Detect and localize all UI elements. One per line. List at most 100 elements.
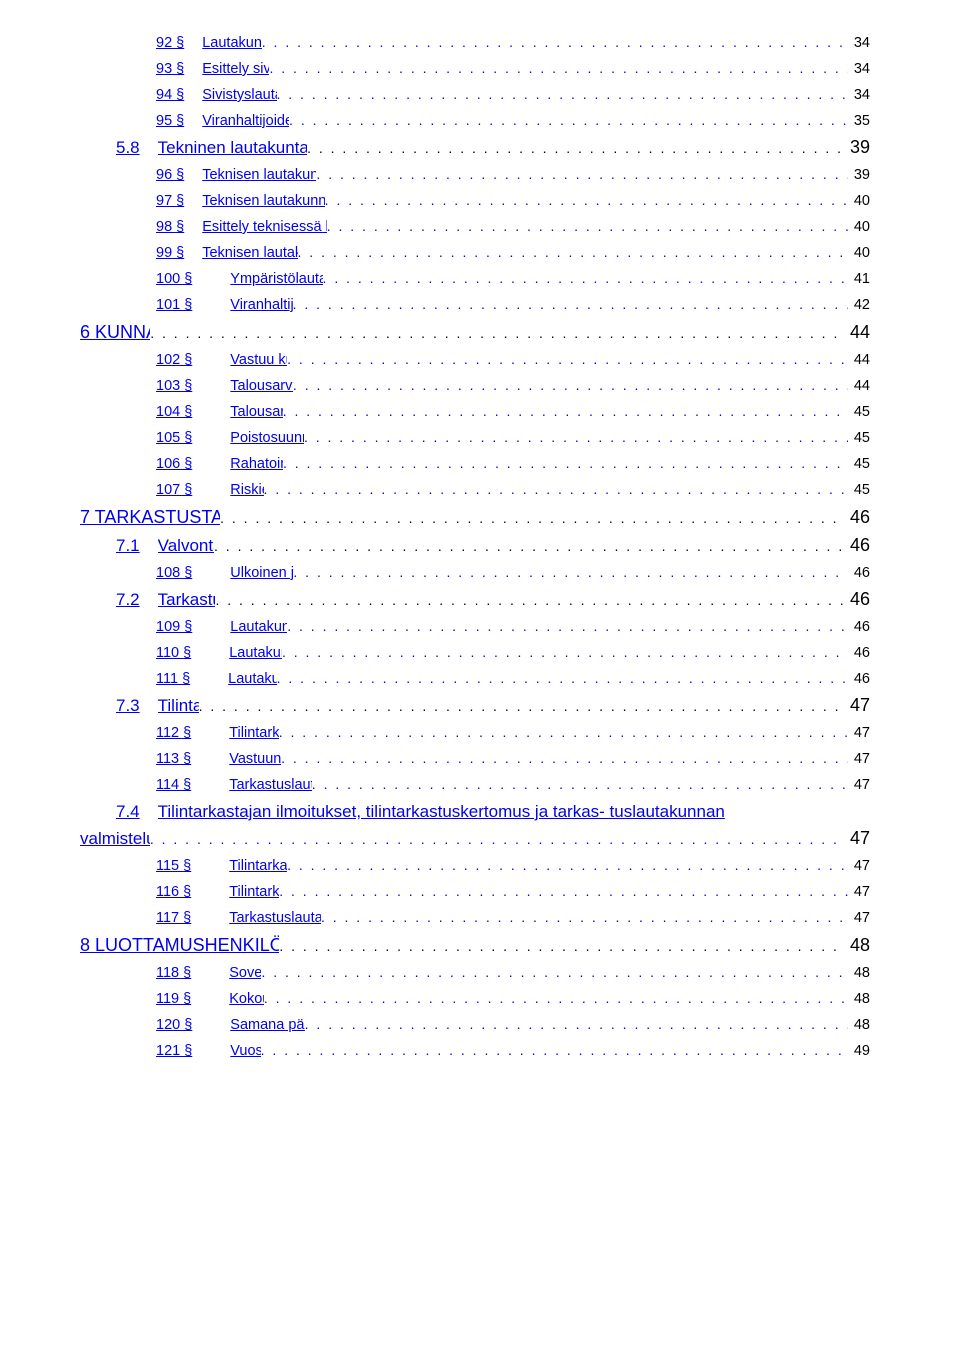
entry-number-link[interactable]: 116 § [156, 884, 191, 900]
entry-number-link[interactable]: 102 § [156, 352, 192, 368]
entry-number-link[interactable]: 95 § [156, 113, 184, 129]
entry-number-link[interactable]: 7.2 [116, 590, 140, 609]
entry-number-link[interactable]: 7.1 [116, 536, 140, 555]
entry-number-link[interactable]: 104 § [156, 404, 192, 420]
entry-title-link[interactable]: Vastuun jakaantuminen [229, 751, 281, 767]
toc-entry: 121 §Vuosipalkkiot 49 [80, 1038, 870, 1064]
entry-title-link[interactable]: Lautakunnan tehtävät [228, 671, 276, 687]
entry-number-link[interactable]: 113 § [156, 751, 191, 767]
entry-title-link[interactable]: 7 TARKASTUSTA KOSKEVAT MÄÄRÄYKSET [80, 507, 220, 527]
entry-title: Teknisen lautakunnan ja ympäristölautaku… [202, 189, 324, 214]
entry-title: Esittely sivistyslautakunnassa [202, 57, 269, 82]
toc-entry: 103 §Talousarvion täytäntöönpano 44 [80, 373, 870, 399]
entry-title-link[interactable]: Ympäristölautakunnan erityinen ratkaisuv… [230, 271, 322, 287]
entry-number-link[interactable]: 7.3 [116, 696, 140, 715]
entry-title-link[interactable]: Lautakunnan kokoonpano [202, 35, 262, 51]
toc-entry: 112 §Tilintarkastajan valinta 47 [80, 720, 870, 746]
dot-leader [214, 533, 844, 560]
entry-number: 7.2 [116, 586, 158, 613]
entry-title-link[interactable]: Tilintarkastuskertomus [229, 884, 279, 900]
entry-title-link[interactable]: Esittely sivistyslautakunnassa [202, 61, 269, 77]
entry-number-link[interactable]: 121 § [156, 1043, 192, 1059]
entry-number-link[interactable]: 114 § [156, 777, 191, 793]
entry-number-link[interactable]: 98 § [156, 219, 184, 235]
entry-number-link[interactable]: 118 § [156, 965, 191, 981]
entry-number-link[interactable]: 107 § [156, 482, 192, 498]
entry-title-link[interactable]: Viranhaltijoiden ratkaisuvalta [230, 297, 292, 313]
entry-title-link[interactable]: 8 LUOTTAMUSHENKILÖIDEN PALKKIOITA KOSKEV… [80, 935, 279, 955]
entry-number-link[interactable]: 106 § [156, 456, 192, 472]
toc-entry: 105 §Poistosuunnitelman hyväksyminen 45 [80, 425, 870, 451]
entry-number-link[interactable]: 105 § [156, 430, 192, 446]
entry-number: 112 § [156, 721, 229, 746]
entry-title-link[interactable]: Lautakunnan kokoonpano [230, 619, 287, 635]
page-number: 42 [848, 293, 870, 318]
page-number: 47 [844, 825, 870, 852]
entry-title-link[interactable]: Poistosuunnitelman hyväksyminen [230, 430, 304, 446]
entry-number-link[interactable]: 119 § [156, 991, 191, 1007]
entry-number-link[interactable]: 103 § [156, 378, 192, 394]
entry-title-link[interactable]: Esittely teknisessä lautakunnassa ja ymp… [202, 219, 326, 235]
page-number: 46 [844, 586, 870, 613]
entry-title: Valvontajärjestelmä [158, 532, 214, 559]
entry-number-link[interactable]: 97 § [156, 193, 184, 209]
entry-title-link[interactable]: Tilintarkastajan ilmoitukset, tilintarka… [158, 802, 725, 821]
entry-title-link[interactable]: Tarkastuslautakunnan valmistelu valtuust… [229, 910, 321, 926]
entry-title: Lautakunnan tehtävät [228, 667, 276, 692]
entry-title-link[interactable]: Rahatoimen hoitaminen [230, 456, 283, 472]
entry-number-link[interactable]: 5.8 [116, 138, 140, 157]
entry-number-link[interactable]: 117 § [156, 910, 191, 926]
entry-number-link[interactable]: 100 § [156, 271, 192, 287]
entry-number-link[interactable]: 94 § [156, 87, 184, 103]
entry-title-link[interactable]: Sivistyslautakunnan ratkaisuvalta [202, 87, 276, 103]
toc-entry: 115 §Tilintarkastajan ilmoitukset 47 [80, 853, 870, 879]
entry-title-link[interactable]: Ulkoinen ja sisäinen valvonta [230, 565, 293, 581]
entry-number-link[interactable]: 96 § [156, 167, 184, 183]
entry-title-link[interactable]: Tekninen lautakunta, ympäristölautakunta… [158, 138, 307, 157]
entry-number-link[interactable]: 120 § [156, 1017, 192, 1033]
entry-title: Vuosipalkkiot [230, 1039, 260, 1064]
dot-leader [261, 960, 847, 985]
entry-title-link[interactable]: Lautakunnan kokoukset [229, 645, 282, 661]
entry-title-link[interactable]: Tarkastuslautakunta [158, 590, 216, 609]
dot-leader [277, 82, 848, 107]
entry-number-link[interactable]: 108 § [156, 565, 192, 581]
entry-title-link[interactable]: Talousarvion täytäntöönpano [230, 378, 293, 394]
entry-title: Talousarvion täytäntöönpano [230, 374, 293, 399]
entry-title-link[interactable]: Teknisen lautakunnan ja ympäristölautaku… [202, 193, 324, 209]
entry-number-link[interactable]: 7.4 [116, 802, 140, 821]
entry-number-link[interactable]: 92 § [156, 35, 184, 51]
entry-title-link[interactable]: Soveltamisala [229, 965, 261, 981]
entry-title-link[interactable]: Valvontajärjestelmä [158, 536, 214, 555]
entry-number: 121 § [156, 1039, 230, 1064]
entry-number-link[interactable]: 101 § [156, 297, 192, 313]
entry-title-link[interactable]: Riskienhallinta [230, 482, 263, 498]
dot-leader [321, 905, 848, 930]
entry-title-link[interactable]: Talousarvion muutokset [230, 404, 282, 420]
entry-title-link[interactable]: Tilintarkastaja [158, 696, 199, 715]
entry-number-link[interactable]: 110 § [156, 645, 191, 661]
entry-number-link[interactable]: 93 § [156, 61, 184, 77]
entry-title-line2: valmistelu valtuustolle [80, 825, 150, 852]
toc-entry: 108 §Ulkoinen ja sisäinen valvonta 46 [80, 560, 870, 586]
entry-title-link[interactable]: Tarkastuslautakunnan antamat tehtävät [229, 777, 312, 793]
entry-title-link[interactable]: Teknisen lautakunnan ja ympäristölautaku… [202, 167, 316, 183]
entry-title-link[interactable]: Tilintarkastajan valinta [229, 725, 279, 741]
entry-number-link[interactable]: 112 § [156, 725, 191, 741]
entry-title-link[interactable]: Vuosipalkkiot [230, 1043, 260, 1059]
entry-title-link[interactable]: Vastuu kunnan taloudesta [230, 352, 287, 368]
entry-title-link[interactable]: Tilintarkastajan ilmoitukset [229, 858, 287, 874]
entry-number-link[interactable]: 99 § [156, 245, 184, 261]
entry-number: 102 § [156, 348, 230, 373]
entry-title-link[interactable]: valmistelu valtuustolle [80, 829, 150, 848]
entry-number-link[interactable]: 115 § [156, 858, 191, 874]
entry-number-link[interactable]: 109 § [156, 619, 192, 635]
entry-number: 104 § [156, 400, 230, 425]
entry-number-link[interactable]: 111 § [156, 671, 190, 687]
entry-title-link[interactable]: Kokouspalkkiot [229, 991, 264, 1007]
entry-title-link[interactable]: Samana päivänä pidetyt kokoukset [230, 1017, 304, 1033]
entry-title-link[interactable]: Teknisen lautakunnan erityinen ratkaisuv… [202, 245, 297, 261]
entry-title-link[interactable]: Viranhaltijoiden tehtävät ja ratkaisuval… [202, 113, 289, 129]
dot-leader [279, 720, 848, 745]
entry-title-link[interactable]: 6 KUNNAN TALOUS [80, 322, 150, 342]
